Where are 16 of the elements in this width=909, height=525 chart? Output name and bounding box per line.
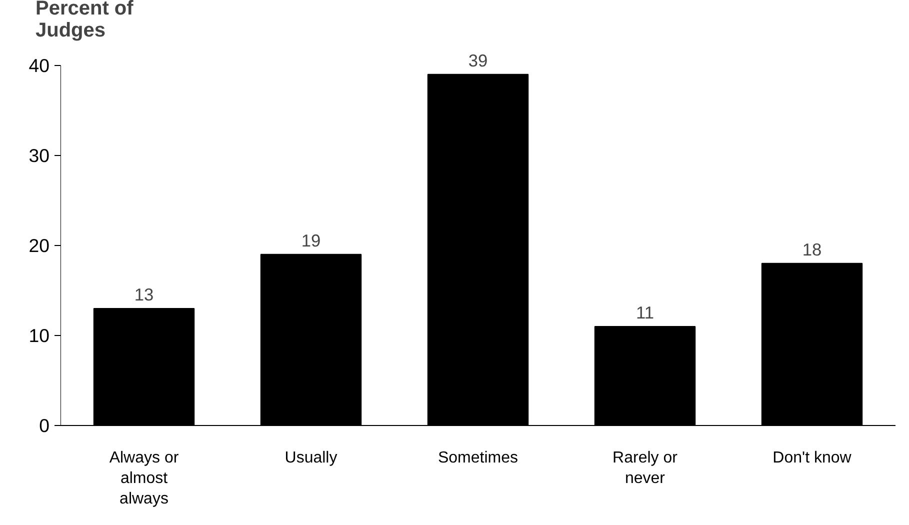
y-tick-label: 20 xyxy=(28,234,50,256)
x-tick-label: Usually xyxy=(284,450,338,466)
y-axis-title: Percent of Judges xyxy=(36,0,134,42)
data-label: 19 xyxy=(301,230,321,250)
x-tick-label: Rarely or never xyxy=(612,450,678,487)
y-tick-label: 30 xyxy=(28,144,50,166)
y-tick-label: 10 xyxy=(28,324,50,346)
data-label: 18 xyxy=(802,239,822,260)
x-tick-label: Always or almost always xyxy=(109,450,180,508)
data-label: 13 xyxy=(134,284,154,304)
data-label: 39 xyxy=(468,50,488,70)
x-tick-label: Sometimes xyxy=(438,450,518,466)
y-tick-label: 40 xyxy=(28,54,50,76)
x-tick-label: Don't know xyxy=(772,450,852,466)
data-label: 11 xyxy=(636,302,654,322)
y-tick-label: 0 xyxy=(39,415,50,436)
